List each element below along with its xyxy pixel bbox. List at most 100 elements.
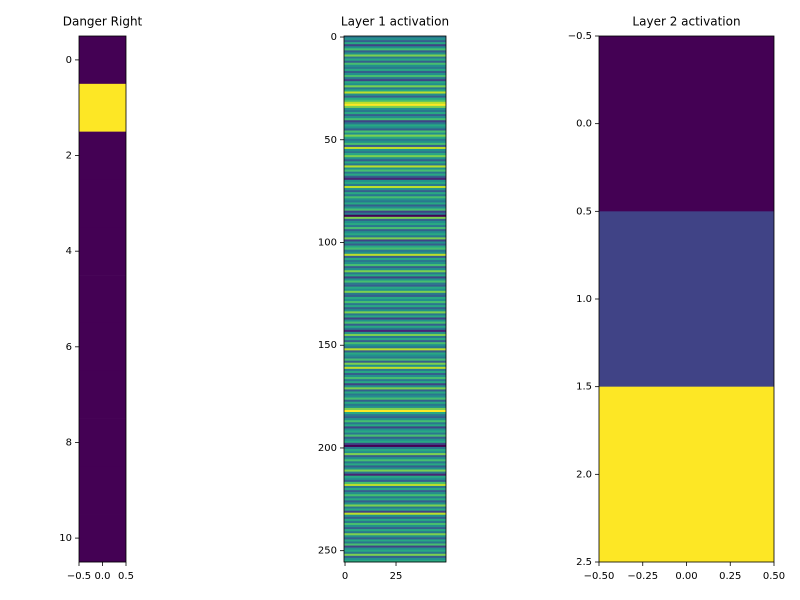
heatmap-cell xyxy=(344,83,446,86)
heatmap-cell xyxy=(344,130,446,133)
heatmap-cell xyxy=(344,325,446,329)
y-tick-label: 8 xyxy=(66,437,72,448)
heatmap-cell xyxy=(344,428,446,431)
heatmap-cell xyxy=(344,247,446,250)
heatmap-cell xyxy=(344,93,446,96)
heatmap-cell xyxy=(344,138,446,142)
heatmap-cell xyxy=(79,466,126,515)
y-tick-label: 100 xyxy=(318,237,337,248)
heatmap-cell xyxy=(344,338,446,341)
heatmap-cell xyxy=(344,296,446,300)
heatmap-cell xyxy=(79,131,126,180)
heatmap-cell xyxy=(344,418,446,421)
heatmap-cell xyxy=(344,389,446,392)
heatmap-cell xyxy=(344,551,446,555)
y-tick-label: 0 xyxy=(66,55,72,66)
heatmap-cell xyxy=(344,50,446,53)
heatmap-cell xyxy=(344,516,446,520)
heatmap-cell xyxy=(344,463,446,466)
heatmap-cell xyxy=(344,46,446,49)
heatmap-cell xyxy=(344,225,446,228)
x-tick-label: 0 xyxy=(342,571,348,582)
heatmap-cell xyxy=(344,81,446,84)
heatmap-cell xyxy=(344,202,446,205)
heatmap-cell xyxy=(344,453,446,456)
heatmap-cell xyxy=(344,496,446,499)
heatmap-cell xyxy=(344,358,446,361)
x-tick-label: 0.5 xyxy=(118,571,134,582)
heatmap-cell xyxy=(344,196,446,199)
heatmap-cell xyxy=(344,116,446,119)
heatmap-cell xyxy=(344,354,446,357)
heatmap-cell xyxy=(344,547,446,550)
heatmap-cell xyxy=(344,352,446,355)
heatmap-cell xyxy=(344,42,446,45)
x-tick-label: 0.0 xyxy=(95,571,111,582)
heatmap-cell xyxy=(344,245,446,248)
heatmap-cell xyxy=(344,231,446,234)
heatmap-cell xyxy=(344,368,446,372)
heatmap-cell xyxy=(344,36,446,39)
heatmap-cell xyxy=(344,385,446,388)
heatmap-cell xyxy=(344,280,446,283)
heatmap-cell xyxy=(344,412,446,415)
heatmap-cell xyxy=(344,379,446,382)
heatmap-cell xyxy=(344,257,446,261)
heatmap-cell xyxy=(344,97,446,100)
heatmap-cell xyxy=(344,292,446,296)
heatmap-cell xyxy=(344,56,446,59)
heatmap-cell xyxy=(344,181,446,185)
y-tick-label: 1.5 xyxy=(576,382,592,393)
heatmap-cell xyxy=(344,159,446,162)
heatmap-cell xyxy=(344,233,446,236)
x-tick-label: −0.5 xyxy=(67,571,91,582)
heatmap-cell xyxy=(344,457,446,460)
heatmap-cell xyxy=(344,89,446,92)
heatmap-cell xyxy=(344,397,446,400)
heatmap-cell xyxy=(344,255,446,259)
heatmap-cell xyxy=(344,370,446,374)
heatmap-cell xyxy=(344,243,446,246)
heatmap-cell xyxy=(344,185,446,189)
chart-title: Layer 1 activation xyxy=(341,15,449,29)
heatmap-cell xyxy=(344,301,446,304)
heatmap-cell xyxy=(344,118,446,121)
heatmap-cell xyxy=(344,426,446,429)
heatmap-cell xyxy=(344,122,446,125)
heatmap-cell xyxy=(344,68,446,72)
heatmap-cell xyxy=(344,440,446,444)
y-tick-label: 4 xyxy=(66,246,72,257)
heatmap-cell xyxy=(344,422,446,425)
heatmap-cell xyxy=(344,444,446,448)
heatmap-cell xyxy=(344,146,446,150)
heatmap-cell xyxy=(344,268,446,271)
y-tick-label: 1.0 xyxy=(576,294,592,305)
heatmap-cell xyxy=(344,101,446,105)
heatmap-cell xyxy=(79,418,126,467)
heatmap-cell xyxy=(344,70,446,74)
heatmap-cell xyxy=(344,321,446,324)
heatmap-cell xyxy=(344,237,446,240)
heatmap-cell xyxy=(344,157,446,160)
x-tick-label: 0.25 xyxy=(719,571,741,582)
heatmap-cell xyxy=(344,274,446,277)
heatmap-cell xyxy=(344,142,446,146)
heatmap-cell xyxy=(344,124,446,127)
heatmap-cell xyxy=(344,375,446,378)
heatmap-cell xyxy=(344,99,446,103)
heatmap-cell xyxy=(344,377,446,380)
heatmap-cell xyxy=(344,473,446,477)
heatmap-cell xyxy=(344,183,446,187)
heatmap-cell xyxy=(344,545,446,548)
heatmap-cell xyxy=(344,461,446,464)
heatmap-cell xyxy=(344,40,446,43)
axes-frame xyxy=(343,35,447,563)
heatmap-cell xyxy=(344,506,446,509)
heatmap-cell xyxy=(344,414,446,417)
heatmap-cell xyxy=(344,109,446,113)
heatmap-cell xyxy=(79,36,126,85)
heatmap-cell xyxy=(344,514,446,518)
heatmap-cell xyxy=(344,395,446,398)
heatmap-cell xyxy=(344,276,446,279)
